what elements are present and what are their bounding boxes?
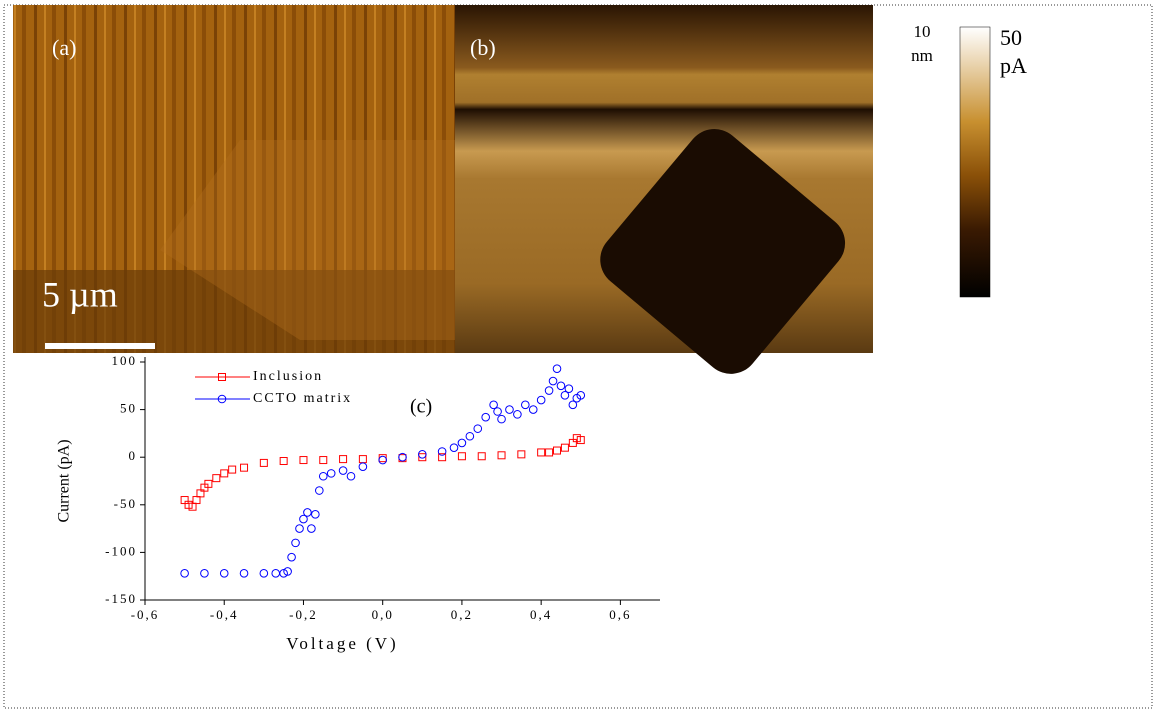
- marker: [347, 472, 355, 480]
- marker: [379, 455, 386, 462]
- marker: [494, 408, 502, 416]
- marker: [220, 570, 228, 578]
- x-tick-label: -0,6: [131, 607, 160, 622]
- marker: [241, 464, 248, 471]
- marker: [260, 459, 267, 466]
- scale-bar: [45, 343, 155, 349]
- legend-label: Inclusion: [253, 369, 323, 384]
- marker: [514, 411, 522, 419]
- marker: [458, 439, 466, 447]
- marker: [545, 387, 553, 395]
- marker: [553, 365, 561, 373]
- x-tick-label: 0,0: [372, 607, 394, 622]
- marker: [419, 451, 427, 459]
- marker: [240, 570, 248, 578]
- legend-label: CCTO matrix: [253, 391, 352, 406]
- chart: -0,6 -0,4 -0,2 0,0 0,2 0,4 0,6 -150 -100 -50 0 50 10…: [56, 353, 660, 653]
- y-axis-label: Current (pA): [56, 439, 73, 522]
- marker: [506, 406, 514, 414]
- colorbar-max: 50: [1000, 25, 1022, 50]
- height-scale-value: 10: [914, 22, 931, 41]
- marker: [557, 382, 565, 390]
- marker: [260, 570, 268, 578]
- marker: [288, 553, 296, 561]
- x-tick-label: 0,4: [530, 607, 552, 622]
- marker: [327, 470, 335, 478]
- marker: [292, 539, 300, 547]
- marker: [359, 463, 367, 471]
- colorbar-unit: pA: [1000, 53, 1027, 78]
- y-tick-label: 100: [112, 353, 138, 368]
- marker: [529, 406, 537, 414]
- marker: [201, 570, 209, 578]
- marker: [458, 453, 465, 460]
- marker: [193, 497, 200, 504]
- annotation: (c): [410, 396, 432, 418]
- marker: [221, 470, 228, 477]
- marker: [379, 456, 387, 464]
- marker: [181, 570, 189, 578]
- marker: [478, 453, 485, 460]
- colorbar: [960, 27, 990, 297]
- marker: [359, 456, 366, 463]
- marker: [319, 472, 327, 480]
- marker: [229, 466, 236, 473]
- marker: [213, 475, 220, 482]
- marker: [340, 456, 347, 463]
- x-tick-label: 0,2: [451, 607, 473, 622]
- marker: [561, 444, 568, 451]
- label-b: (b): [470, 35, 496, 60]
- marker: [546, 449, 553, 456]
- scale-bar-label: 5 µm: [42, 274, 118, 314]
- y-tick-label: 0: [129, 448, 138, 463]
- marker: [537, 396, 545, 404]
- marker: [466, 432, 474, 440]
- marker: [300, 457, 307, 464]
- marker: [304, 509, 312, 517]
- marker: [498, 452, 505, 459]
- marker: [554, 447, 561, 454]
- marker: [518, 451, 525, 458]
- marker: [296, 525, 304, 533]
- marker: [538, 449, 545, 456]
- marker: [312, 511, 320, 519]
- label-a: (a): [52, 35, 76, 60]
- marker: [482, 413, 490, 421]
- marker: [280, 458, 287, 465]
- x-axis-label: Voltage (V): [286, 634, 398, 653]
- x-tick-label: -0,4: [210, 607, 239, 622]
- figure: (a) 5 µm (b) 10 nm 50 pA -0,6 -0,4 -0,2 0,0…: [0, 0, 1153, 709]
- marker: [549, 377, 557, 385]
- height-scale-unit: nm: [911, 46, 933, 65]
- marker: [272, 570, 280, 578]
- marker: [522, 401, 530, 409]
- marker: [450, 444, 458, 452]
- marker: [565, 385, 573, 393]
- y-tick-label: -50: [114, 496, 137, 511]
- marker: [498, 415, 506, 423]
- x-tick-label: -0,2: [289, 607, 318, 622]
- x-tick-label: 0,6: [609, 607, 631, 622]
- marker: [339, 467, 347, 475]
- y-tick-label: -150: [105, 591, 137, 606]
- y-tick-label: 50: [120, 401, 137, 416]
- marker: [308, 525, 316, 533]
- marker: [474, 425, 482, 433]
- marker: [316, 487, 324, 495]
- marker: [320, 457, 327, 464]
- y-tick-label: -100: [105, 543, 137, 558]
